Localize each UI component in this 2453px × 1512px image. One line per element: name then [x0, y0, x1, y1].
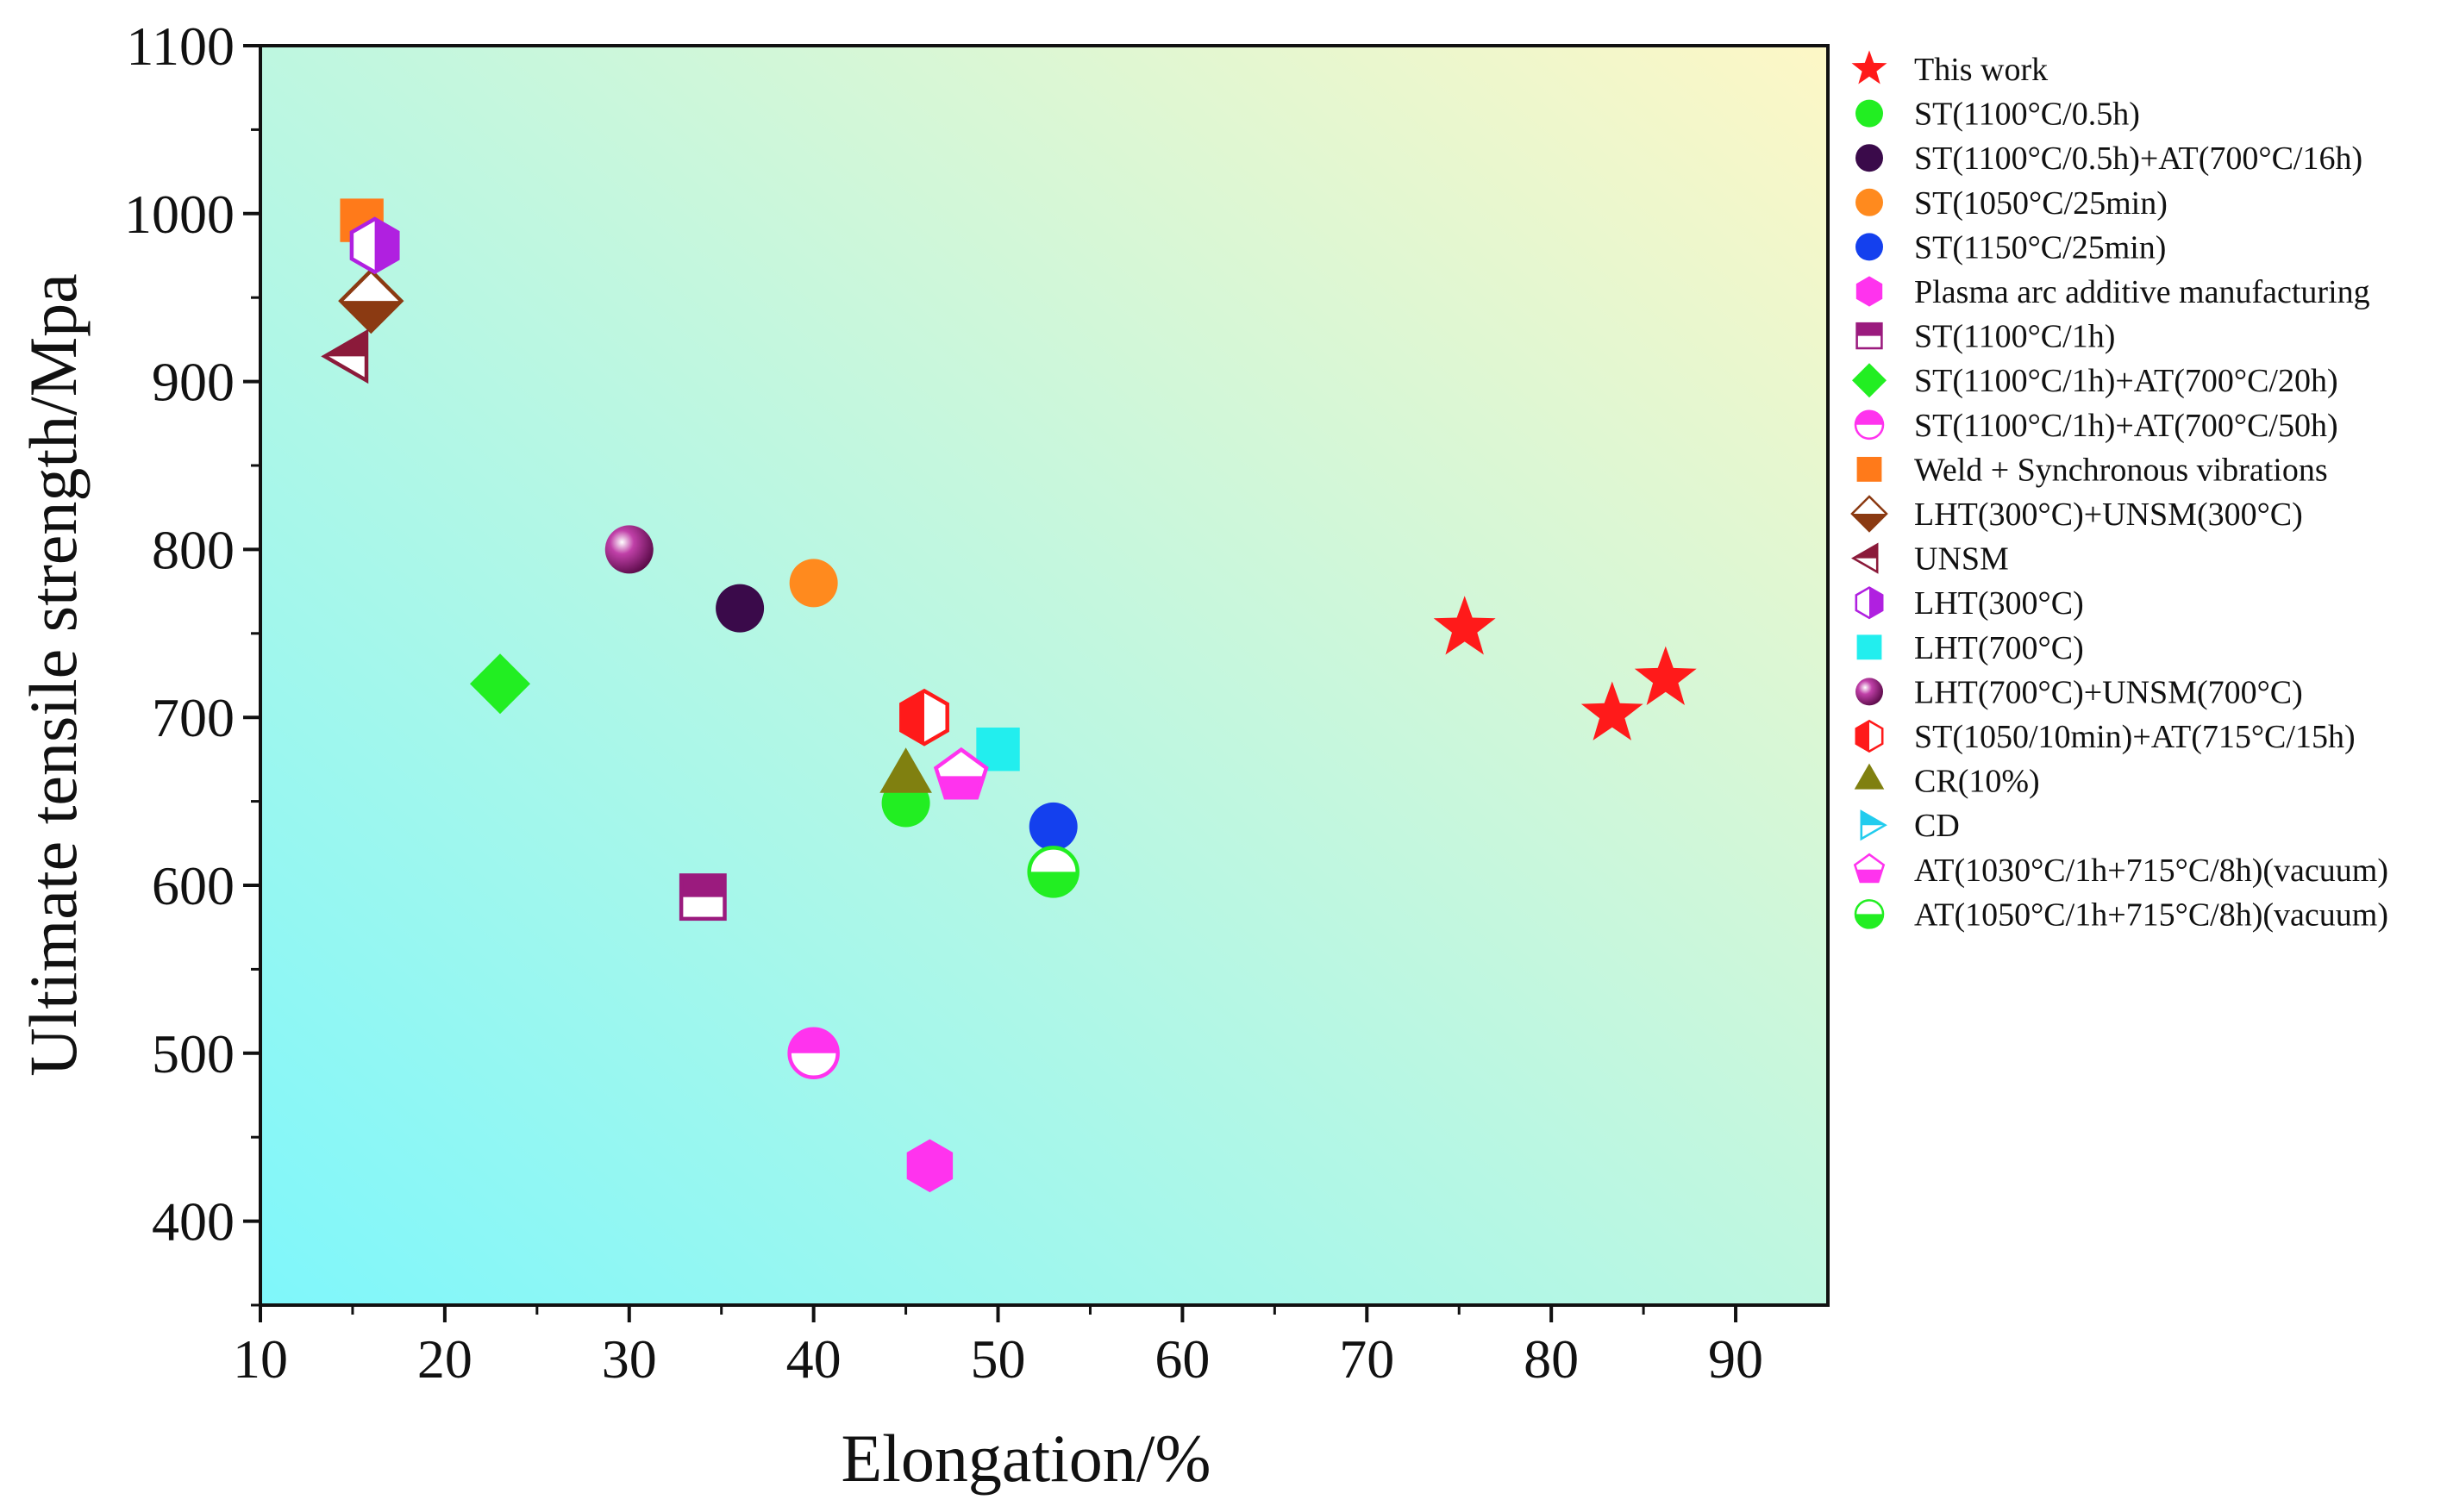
data-point — [338, 267, 404, 334]
legend-label: ST(1100°C/0.5h)+AT(700°C/16h) — [1914, 141, 2362, 177]
legend-marker — [1856, 634, 1882, 660]
legend-label: CD — [1914, 808, 1960, 844]
legend-marker — [1854, 763, 1885, 790]
legend-marker — [1855, 144, 1883, 172]
legend-label: LHT(300°C) — [1914, 585, 2084, 622]
y-tick-label: 1000 — [124, 184, 235, 245]
legend-label: ST(1150°C/25min) — [1914, 229, 2166, 266]
legend-marker — [1854, 899, 1885, 929]
legend-label: UNSM — [1914, 541, 2009, 578]
legend-marker — [1855, 586, 1884, 620]
legend: This work ST(1100°C/0.5h) ST(1100°C/0.5h)+… — [1850, 50, 2388, 933]
legend-marker — [1855, 99, 1883, 128]
legend-marker — [1855, 678, 1883, 706]
legend-label: This work — [1914, 52, 2048, 88]
legend-label: Plasma arc additive manufacturing — [1914, 274, 2370, 310]
legend-label: ST(1050/10min)+AT(715°C/15h) — [1914, 719, 2356, 755]
y-tick-label: 1100 — [126, 16, 235, 77]
legend-label: LHT(700°C)+UNSM(700°C) — [1914, 674, 2303, 710]
data-points — [321, 198, 1697, 1193]
legend-label: Weld + Synchronous vibrations — [1914, 452, 2328, 488]
legend-marker — [1855, 719, 1884, 753]
legend-marker — [1855, 322, 1883, 350]
legend-marker — [1855, 188, 1883, 216]
legend-marker — [1853, 853, 1886, 884]
data-point — [1580, 681, 1643, 740]
legend-label: ST(1100°C/0.5h) — [1914, 97, 2140, 133]
data-point — [789, 559, 838, 608]
legend-label: ST(1100°C/1h)+AT(700°C/50h) — [1914, 408, 2338, 444]
data-point — [1027, 846, 1079, 898]
y-tick-label: 400 — [152, 1191, 235, 1253]
x-tick-label: 90 — [1708, 1328, 1763, 1390]
legend-label: CR(10%) — [1914, 764, 2040, 800]
x-tick-label: 20 — [417, 1328, 472, 1390]
data-point — [679, 873, 727, 922]
x-tick-label: 70 — [1339, 1328, 1394, 1390]
legend-label: ST(1100°C/1h)+AT(700°C/20h) — [1914, 363, 2338, 399]
legend-marker — [1852, 363, 1887, 398]
legend-label: AT(1050°C/1h+715°C/8h)(vacuum) — [1914, 897, 2388, 933]
x-tick-label: 10 — [233, 1328, 288, 1390]
legend-marker — [1850, 495, 1888, 533]
legend-marker — [1851, 542, 1879, 574]
legend-label: ST(1100°C/1h) — [1914, 319, 2115, 355]
legend-marker — [1860, 809, 1887, 841]
legend-label: AT(1030°C/1h+715°C/8h)(vacuum) — [1914, 853, 2388, 889]
data-point — [1029, 802, 1078, 851]
data-point — [1634, 646, 1697, 705]
y-tick-label: 600 — [152, 855, 235, 916]
legend-label: LHT(300°C)+UNSM(300°C) — [1914, 497, 2303, 533]
data-point — [933, 747, 989, 800]
x-tick-label: 80 — [1524, 1328, 1579, 1390]
plot-frame — [259, 44, 1830, 1307]
legend-marker — [1856, 457, 1882, 482]
data-point — [349, 216, 400, 275]
x-axis-title: Elongation/% — [842, 1421, 1211, 1496]
y-tick-label: 900 — [152, 352, 235, 413]
legend-label: LHT(700°C) — [1914, 630, 2084, 666]
y-tick-label: 500 — [152, 1023, 235, 1084]
x-tick-label: 60 — [1155, 1328, 1210, 1390]
legend-marker — [1855, 233, 1883, 261]
y-tick-label: 800 — [152, 519, 235, 580]
legend-marker — [1854, 409, 1885, 440]
data-point — [470, 653, 530, 715]
data-point — [879, 747, 932, 793]
y-axis-title: Ultimate tensile strength/Mpa — [16, 273, 91, 1076]
data-point — [1433, 596, 1496, 655]
legend-marker — [1851, 50, 1887, 84]
x-tick-label: 50 — [971, 1328, 1026, 1390]
data-point — [321, 328, 369, 384]
data-point — [787, 1027, 840, 1080]
data-point — [906, 1139, 954, 1193]
x-tick-label: 40 — [786, 1328, 842, 1390]
x-axis: 10 20 30 40 50 60 70 80 90 — [233, 1305, 1763, 1390]
legend-label: ST(1050°C/25min) — [1914, 185, 2168, 222]
data-point — [604, 525, 654, 574]
x-tick-label: 30 — [602, 1328, 657, 1390]
y-tick-label: 700 — [152, 687, 235, 748]
data-point — [716, 584, 765, 633]
legend-marker — [1855, 276, 1883, 307]
y-axis: 400 500 600 700 800 900 1000 1100 — [124, 16, 260, 1307]
data-point — [899, 688, 949, 747]
